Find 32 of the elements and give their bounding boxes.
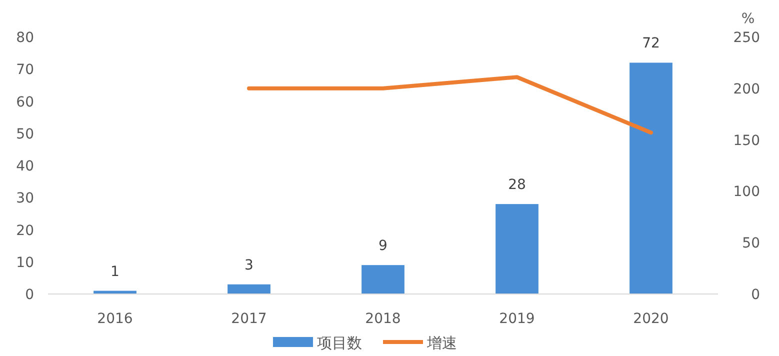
data-label: 72 <box>642 36 660 52</box>
data-label: 1 <box>110 264 120 280</box>
y2-tick-label: 250 <box>733 30 760 46</box>
x-tick-label: 2019 <box>499 311 535 327</box>
x-tick-label: 2020 <box>633 311 669 327</box>
bar <box>228 284 270 294</box>
bar <box>496 204 538 294</box>
y2-tick-label: 100 <box>733 184 760 200</box>
bar <box>362 265 404 294</box>
data-label: 3 <box>244 257 254 274</box>
legend-label: 项目数 <box>317 334 362 352</box>
bar <box>630 62 672 294</box>
y2-tick-label: 200 <box>733 81 760 98</box>
y-tick-label: 70 <box>16 62 34 78</box>
y-tick-label: 50 <box>16 126 34 142</box>
data-label: 9 <box>378 238 388 254</box>
x-tick-label: 2017 <box>231 311 267 327</box>
data-label: 28 <box>508 177 526 194</box>
y2-tick-label: 50 <box>742 236 760 252</box>
x-tick-label: 2016 <box>97 311 133 327</box>
legend-label: 增速 <box>426 334 457 352</box>
y-tick-label: 60 <box>16 94 34 110</box>
y2-tick-label: 150 <box>733 132 760 149</box>
y-tick-label: 40 <box>16 158 34 174</box>
y2-axis-title: % <box>741 11 755 27</box>
y-tick-label: 0 <box>25 287 34 303</box>
y-tick-label: 80 <box>16 30 34 46</box>
y-tick-label: 20 <box>16 222 34 239</box>
y-tick-label: 10 <box>16 254 34 271</box>
x-tick-label: 2018 <box>365 311 401 327</box>
y2-tick-label: 0 <box>751 287 760 303</box>
y-tick-label: 30 <box>16 190 34 207</box>
